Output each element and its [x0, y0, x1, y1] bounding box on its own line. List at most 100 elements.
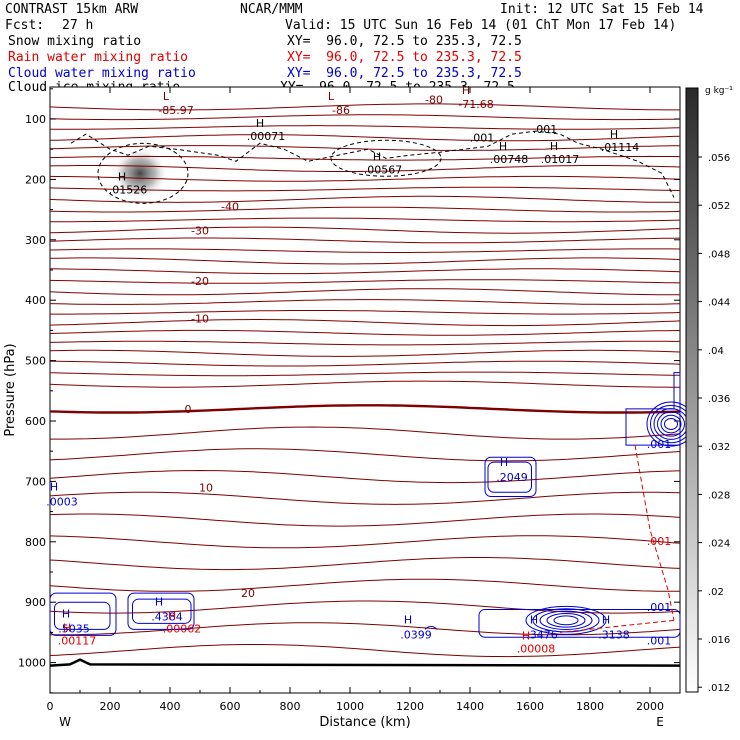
colorbar-tick-label: .028	[708, 490, 730, 501]
colorbar-unit: g kg⁻¹	[705, 86, 733, 96]
cloud-water-contour	[546, 613, 586, 628]
cloud-water-contour	[127, 592, 195, 630]
cloud-water-value-label: .3138	[598, 628, 630, 641]
temperature-extremum-marker: L	[163, 90, 170, 103]
field-snow-xy: XY= 96.0, 72.5 to 235.3, 72.5	[287, 34, 522, 49]
cloud-water-value-label: .4384	[151, 610, 183, 623]
snow-ice-contours	[70, 130, 675, 204]
x-end-label-east: E	[656, 715, 664, 729]
snow-shading	[112, 147, 168, 200]
model-title: CONTRAST 15km ARW	[5, 2, 139, 17]
snow-ice-max-marker: H	[256, 117, 264, 130]
temperature-extremum-value: -85.97	[158, 104, 193, 117]
temperature-contour-line	[49, 103, 680, 111]
temperature-contour-line	[50, 217, 681, 223]
cloud-water-contour	[424, 625, 438, 630]
x-tick-label: 1800	[576, 700, 604, 713]
snow-ice-value-label: .00567	[364, 163, 403, 176]
rain-contours	[559, 445, 675, 633]
cloud-water-contour	[49, 592, 117, 636]
temperature-extremum-marker: L	[328, 90, 335, 103]
y-tick-label: 800	[25, 536, 46, 549]
colorbar-tick-label: .056	[708, 153, 730, 164]
x-tick-label: 800	[280, 700, 301, 713]
org-label: NCAR/MMM	[240, 2, 303, 17]
x-tick-label: 0	[47, 700, 54, 713]
snow-ice-value-label: .01017	[541, 153, 580, 166]
temperature-contour-line	[49, 299, 681, 305]
colorbar-tick-label: .044	[708, 298, 730, 309]
temperature-contour-line	[49, 600, 681, 614]
cloud-water-max-marker: H	[404, 613, 412, 626]
field-snow-name: Snow mixing ratio	[8, 34, 142, 49]
x-end-label-west: W	[59, 715, 71, 729]
y-tick-label: 100	[25, 113, 46, 126]
y-tick-label: 400	[25, 294, 46, 307]
cloud-water-value-label: .0399	[400, 628, 432, 641]
rain-max-marker: H	[63, 621, 71, 634]
temperature-contour-label: -20	[191, 275, 209, 288]
temperature-contour-line	[49, 491, 681, 505]
temperature-contour-line	[49, 349, 681, 357]
colorbar: g kg⁻¹ .012 .016 .02 .024 .028 .032 .036 .04 .04…	[685, 86, 733, 694]
rain-value-label: .001	[647, 535, 672, 548]
temperature-contour-line	[50, 360, 681, 367]
temperature-contour-label: -10	[191, 312, 209, 325]
temperature-contour-label: 20	[241, 587, 255, 600]
colorbar-tick-label: .012	[708, 683, 730, 694]
temperature-contour-line	[50, 426, 681, 440]
temperature-contour-line	[49, 469, 681, 484]
rain-value-label: .00062	[163, 622, 202, 635]
valid-time: Valid: 15 UTC Sun 16 Feb 14 (01 ChT Mon …	[285, 18, 677, 33]
y-tick-label: 700	[25, 475, 46, 488]
y-tick-label: 200	[25, 173, 46, 186]
cloud-water-max-marker: H	[602, 613, 610, 626]
temperature-contour-line	[49, 125, 681, 130]
field-rain-xy: XY= 96.0, 72.5 to 235.3, 72.5	[287, 50, 522, 65]
cloud-water-value-label: .001	[647, 634, 672, 647]
x-tick-label: 1000	[336, 700, 364, 713]
cloud-water-value-label: .5035	[58, 622, 90, 635]
temperature-contour-label: -80	[425, 94, 443, 107]
temperature-contour-line	[49, 578, 680, 592]
y-tick-label: 500	[25, 355, 46, 368]
temperature-contour-line	[49, 340, 680, 346]
rain-max-marker: H	[522, 629, 530, 642]
snow-ice-value-label: .001	[470, 131, 495, 144]
colorbar-tick-label: .02	[708, 587, 724, 598]
snow-ice-contour	[97, 142, 189, 204]
ground-line	[49, 658, 681, 667]
cloud-water-value-label: .3476	[526, 628, 558, 641]
x-axis-title: Distance (km)	[319, 715, 410, 730]
temperature-contour-line	[49, 237, 681, 244]
temperature-extremum-value: -86	[332, 104, 350, 117]
temperature-contour-line	[49, 644, 681, 658]
temperature-contour-line	[49, 195, 681, 203]
temperature-contour-label: -40	[221, 201, 239, 214]
temperature-extremum-marker: H	[462, 84, 470, 97]
colorbar-tick-label: .048	[708, 249, 730, 260]
temperature-contour-line	[49, 134, 681, 142]
temperature-contour-line	[49, 513, 681, 527]
cloud-water-value-label: .0003	[46, 496, 78, 509]
temperature-contour-line	[49, 319, 681, 327]
cloud-water-max-marker: H	[530, 613, 538, 626]
snow-ice-contour	[70, 130, 675, 198]
init-time: Init: 12 UTC Sat 15 Feb 14	[500, 2, 704, 17]
snow-ice-value-label: .01114	[601, 141, 640, 154]
temperature-contour-line	[49, 257, 681, 265]
cloud-water-contour	[525, 605, 607, 635]
x-tick-label: 1200	[396, 700, 424, 713]
x-tick-label: 200	[100, 700, 121, 713]
cloud-water-contour	[487, 461, 532, 493]
cloud-water-contour	[54, 601, 111, 630]
colorbar-tick-label: .036	[708, 394, 730, 405]
cloud-water-contour	[539, 610, 593, 631]
temperature-contour-line	[49, 175, 681, 182]
snow-ice-max-marker: H	[373, 150, 381, 163]
snow-ice-value-label: .01526	[109, 183, 148, 196]
cloud-water-contour	[484, 456, 537, 497]
cloud-water-contour	[657, 411, 685, 437]
temperature-contour-line	[49, 448, 681, 462]
snow-ice-value-label: .00748	[490, 153, 529, 166]
